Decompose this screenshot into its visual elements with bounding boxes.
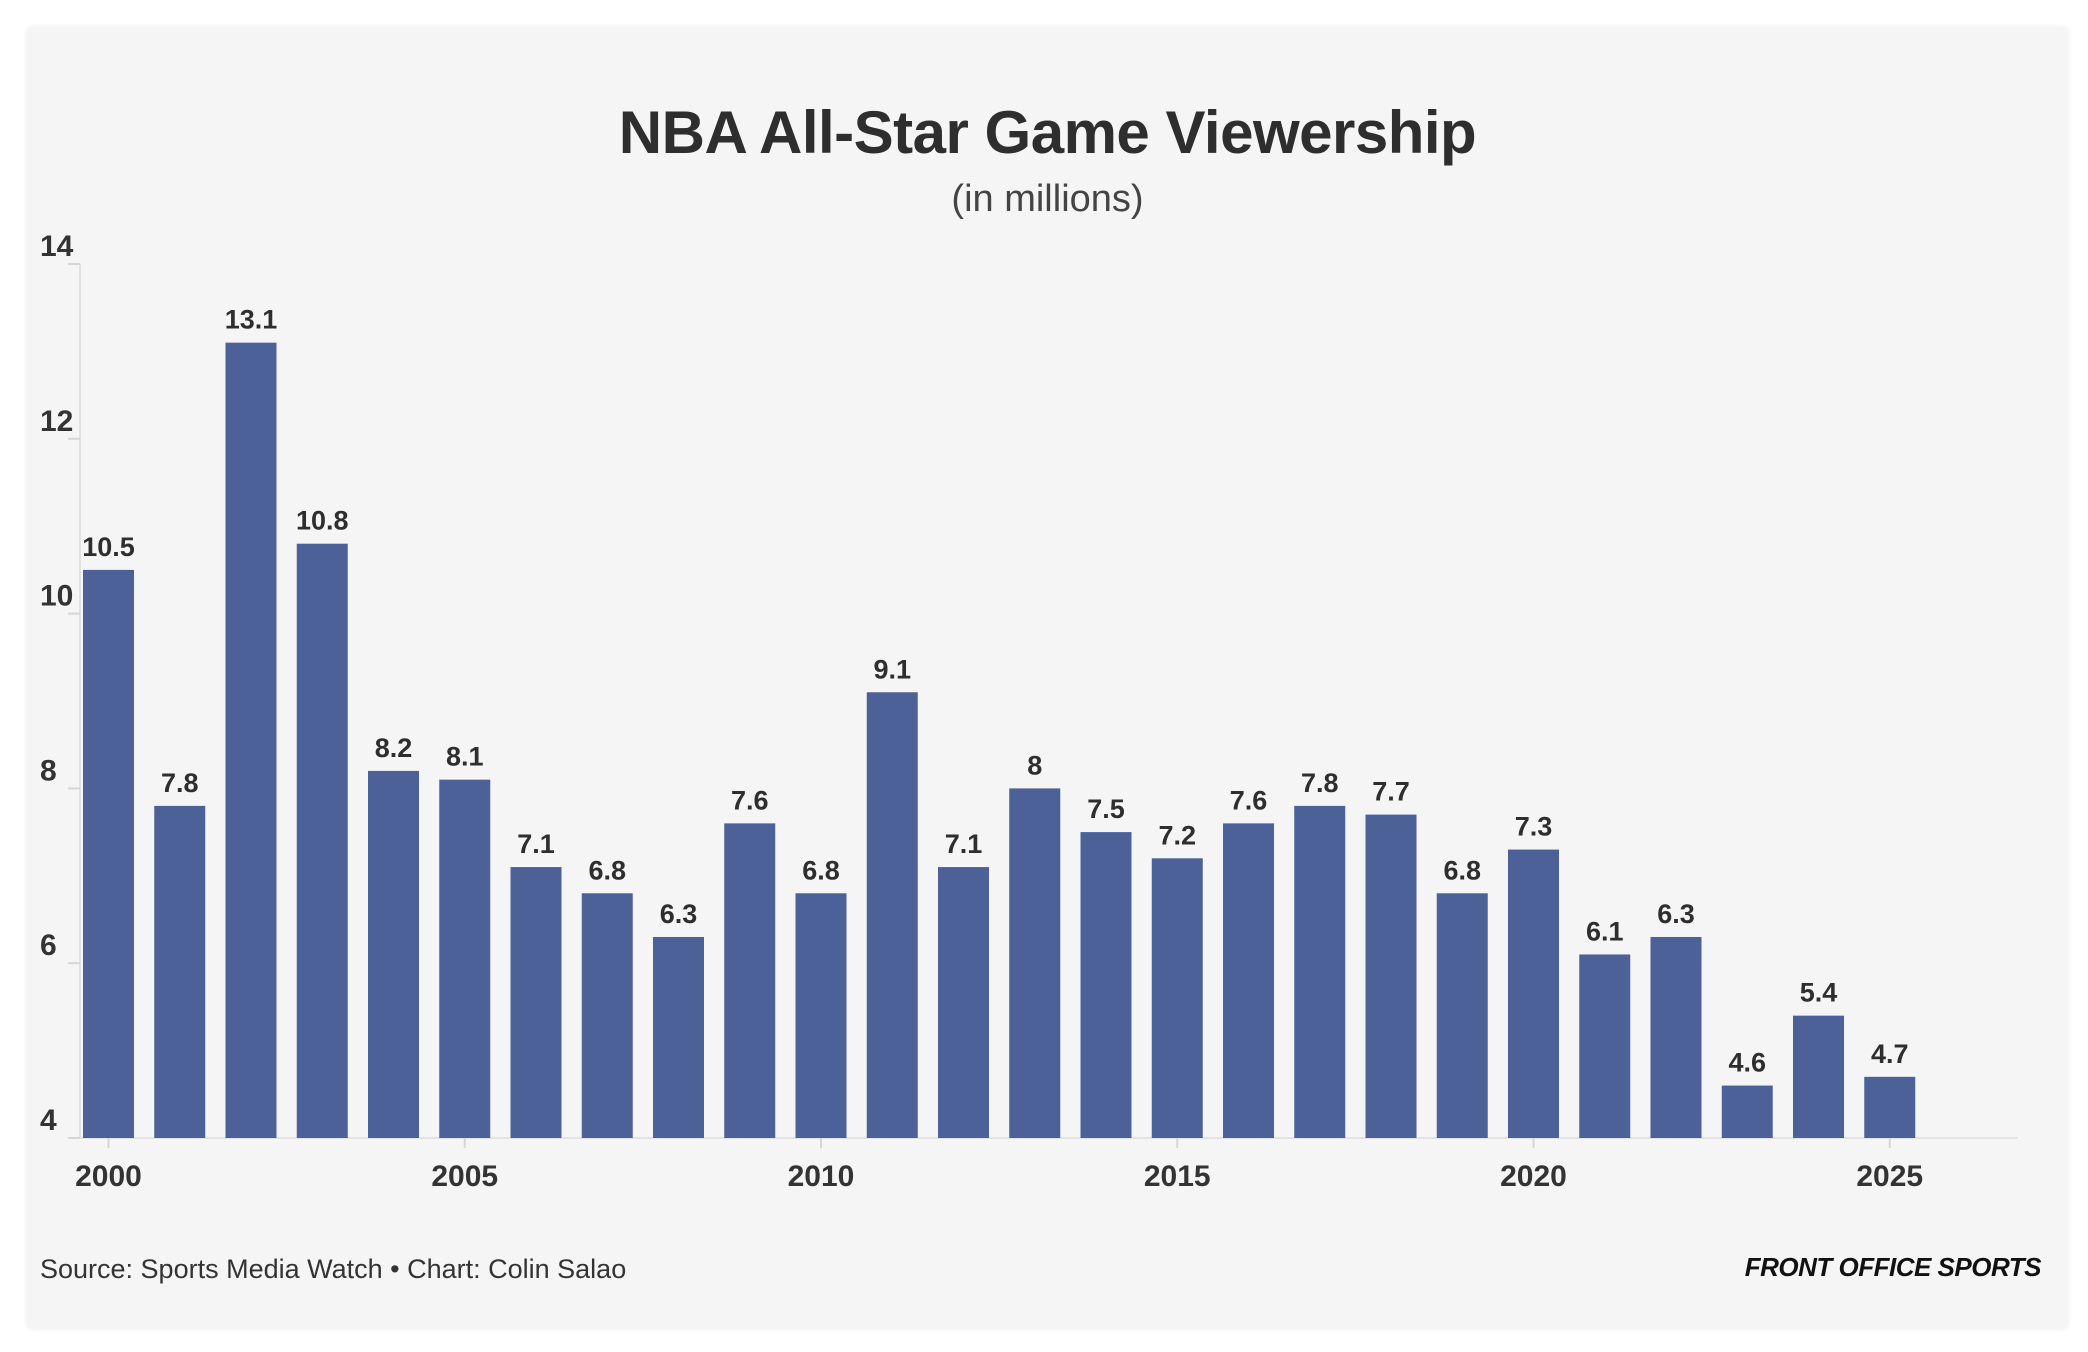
bar-value-label: 7.6	[1230, 785, 1268, 815]
bar	[1793, 1015, 1844, 1138]
bar	[1864, 1076, 1916, 1138]
bar-value-label: 7.1	[517, 829, 555, 859]
bar-value-label: 7.3	[1515, 812, 1553, 842]
bar-chart: 4 6 8 10 12 14 2000 2005 2010 2015 2020 2025 10.5 7.…	[40, 230, 2018, 1193]
chart-axes: 4 6 8 10 12 14 2000 2005 2010 2015 2020 2025	[40, 230, 2018, 1193]
bar	[938, 867, 989, 1138]
chart-bars	[83, 342, 1916, 1138]
bar	[83, 569, 134, 1138]
bar-value-label: 6.8	[588, 855, 626, 885]
bar	[1223, 823, 1274, 1138]
x-tick-label: 2020	[1500, 1160, 1567, 1193]
bar-value-label: 10.8	[296, 506, 349, 536]
bar-value-label: 6.3	[1657, 899, 1695, 929]
bar-value-label: 5.4	[1800, 978, 1838, 1008]
bar	[510, 867, 562, 1138]
bar-value-label: 7.8	[161, 768, 199, 798]
bar-value-label: 7.8	[1301, 768, 1339, 798]
bar	[1080, 832, 1132, 1138]
bar	[225, 342, 277, 1138]
bar-value-label: 4.7	[1871, 1039, 1909, 1069]
y-tick-label: 8	[40, 754, 57, 787]
bar-value-label: 13.1	[225, 305, 278, 335]
bar	[296, 543, 348, 1138]
bar-value-label: 7.6	[731, 785, 769, 815]
bar-value-label: 7.7	[1372, 777, 1410, 807]
x-tick-label: 2025	[1856, 1160, 1923, 1193]
chart-subtitle: (in millions)	[951, 178, 1144, 220]
bar-value-label: 6.3	[660, 899, 698, 929]
bar-value-label: 8	[1027, 750, 1042, 780]
bar-value-label: 7.5	[1087, 794, 1125, 824]
bar	[581, 893, 633, 1138]
bar-value-label: 6.8	[802, 855, 840, 885]
bar	[1294, 805, 1346, 1138]
y-tick-label: 12	[40, 405, 73, 438]
x-tick-label: 2010	[788, 1160, 855, 1193]
bar	[724, 823, 776, 1138]
bar	[368, 770, 419, 1138]
bar	[439, 779, 491, 1138]
bar	[1436, 893, 1488, 1138]
bar	[1365, 814, 1417, 1138]
bar	[866, 692, 918, 1138]
bar-value-label: 9.1	[873, 654, 911, 684]
bar	[1508, 849, 1559, 1138]
bar-value-label: 8.1	[446, 742, 484, 772]
chart-bar-labels: 10.5 7.8 13.1 10.8 8.2 8.1 7.1 6.8 6.3 7.6 6.8 9.1 7…	[82, 305, 1908, 1078]
brand-logo: FRONT OFFICE SPORTS	[1744, 1252, 2042, 1282]
bar-value-label: 6.1	[1586, 916, 1624, 946]
bar	[1721, 1085, 1773, 1138]
y-tick-label: 10	[40, 580, 73, 613]
bar-value-label: 7.2	[1158, 820, 1196, 850]
bar-value-label: 10.5	[82, 532, 135, 562]
y-tick-label: 14	[40, 230, 74, 263]
chart-card: NBA All-Star Game Viewership (in million…	[28, 28, 2067, 1328]
bar	[795, 893, 847, 1138]
bar-value-label: 6.8	[1443, 855, 1481, 885]
x-tick-label: 2000	[75, 1160, 142, 1193]
chart-title: NBA All-Star Game Viewership	[618, 99, 1477, 166]
y-tick-label: 6	[40, 929, 57, 962]
x-tick-label: 2005	[431, 1160, 498, 1193]
bar	[1650, 936, 1702, 1138]
bar-value-label: 8.2	[375, 733, 413, 763]
bar	[653, 936, 704, 1138]
bar	[1151, 858, 1203, 1138]
bar-value-label: 7.1	[945, 829, 983, 859]
bar-value-label: 4.6	[1728, 1048, 1766, 1078]
bar	[1009, 788, 1061, 1138]
y-tick-label: 4	[40, 1104, 57, 1137]
source-note: Source: Sports Media Watch • Chart: Coli…	[40, 1254, 627, 1284]
bar	[154, 805, 206, 1138]
bar	[1579, 954, 1631, 1138]
x-tick-label: 2015	[1144, 1160, 1211, 1193]
